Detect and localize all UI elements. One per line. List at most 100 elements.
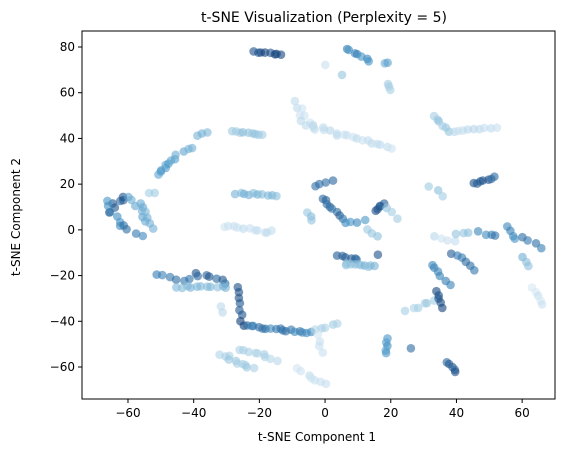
data-point — [158, 270, 167, 280]
y-tick-label: 40 — [60, 131, 75, 145]
data-point — [490, 231, 500, 240]
data-point — [105, 207, 115, 217]
data-point — [127, 195, 136, 205]
data-point — [438, 192, 448, 201]
data-point — [438, 303, 447, 313]
data-point — [333, 319, 342, 328]
data-point — [321, 60, 330, 70]
data-point — [185, 274, 194, 284]
data-point — [424, 182, 434, 191]
data-point — [187, 143, 197, 153]
data-point — [230, 189, 240, 199]
data-point — [387, 207, 397, 217]
data-point — [171, 150, 180, 160]
data-point — [387, 144, 396, 153]
data-point — [321, 178, 331, 187]
y-tick-label: −60 — [50, 360, 75, 374]
data-point — [258, 130, 267, 140]
y-tick-label: 0 — [67, 223, 75, 237]
y-tick-label: 80 — [60, 40, 75, 54]
data-point — [413, 303, 423, 313]
data-point — [422, 298, 432, 308]
data-point — [313, 330, 323, 339]
data-point — [332, 129, 342, 138]
data-point — [450, 236, 460, 246]
data-point — [193, 271, 202, 281]
x-tick-label: −20 — [247, 406, 272, 420]
data-point — [524, 261, 533, 271]
data-point — [307, 216, 316, 225]
data-point — [249, 363, 259, 373]
data-point — [435, 271, 445, 281]
data-point — [253, 349, 262, 358]
data-point — [122, 225, 131, 234]
data-point — [276, 50, 286, 59]
data-point — [318, 348, 328, 357]
y-tick-label: 60 — [60, 86, 75, 100]
data-point — [320, 323, 330, 333]
data-point — [537, 243, 546, 253]
data-point — [352, 218, 362, 227]
y-axis-label: t-SNE Component 2 — [9, 158, 23, 276]
x-tick-label: 0 — [321, 406, 329, 420]
data-point — [450, 367, 460, 377]
data-point — [383, 58, 392, 67]
data-point — [239, 224, 248, 233]
data-point — [235, 298, 245, 308]
data-point — [319, 125, 329, 135]
x-tick-label: 20 — [383, 406, 398, 420]
data-point — [325, 126, 335, 135]
data-point — [337, 70, 347, 80]
data-point — [492, 123, 502, 132]
data-point — [321, 379, 331, 389]
y-tick-label: −40 — [50, 314, 75, 328]
data-point — [203, 128, 212, 137]
x-tick-label: −40 — [181, 406, 206, 420]
data-point — [267, 226, 276, 235]
data-point — [463, 228, 473, 237]
data-point — [206, 282, 215, 292]
data-point — [537, 300, 547, 309]
data-point — [473, 227, 483, 236]
data-point — [328, 176, 338, 185]
x-tick-label: −60 — [115, 406, 140, 420]
data-point — [364, 57, 374, 66]
data-point — [433, 186, 443, 195]
data-point — [224, 355, 234, 364]
data-point — [290, 96, 300, 106]
data-point — [204, 272, 214, 281]
x-axis-label: t-SNE Component 1 — [258, 430, 376, 444]
data-point — [370, 261, 379, 271]
chart-title: t-SNE Visualization (Perplexity = 5) — [201, 10, 447, 26]
data-point — [150, 188, 159, 198]
data-point — [393, 214, 402, 223]
data-point — [252, 226, 262, 235]
x-tick-label: 40 — [449, 406, 464, 420]
data-point — [400, 306, 410, 316]
data-point — [373, 250, 383, 259]
data-point — [375, 140, 385, 149]
data-point — [490, 172, 499, 181]
data-point — [148, 224, 158, 233]
x-axis: −60 −40 −20 0 20 40 60 — [115, 399, 530, 420]
data-point — [373, 232, 382, 241]
data-point — [451, 229, 461, 239]
data-point — [186, 283, 195, 292]
data-point — [138, 231, 148, 241]
y-tick-label: −20 — [50, 269, 75, 283]
data-point — [446, 280, 455, 290]
data-point — [314, 341, 324, 351]
y-tick-label: 20 — [60, 177, 75, 191]
data-point — [470, 266, 479, 275]
data-point — [272, 191, 281, 201]
data-point — [479, 123, 489, 133]
data-point — [346, 217, 355, 227]
plot-area — [103, 44, 547, 389]
data-point — [223, 221, 233, 231]
y-axis: −60 −40 −20 0 20 40 60 80 — [50, 40, 82, 374]
data-point — [266, 354, 275, 364]
data-point — [301, 121, 311, 130]
data-point — [443, 236, 452, 245]
data-point — [273, 356, 282, 366]
